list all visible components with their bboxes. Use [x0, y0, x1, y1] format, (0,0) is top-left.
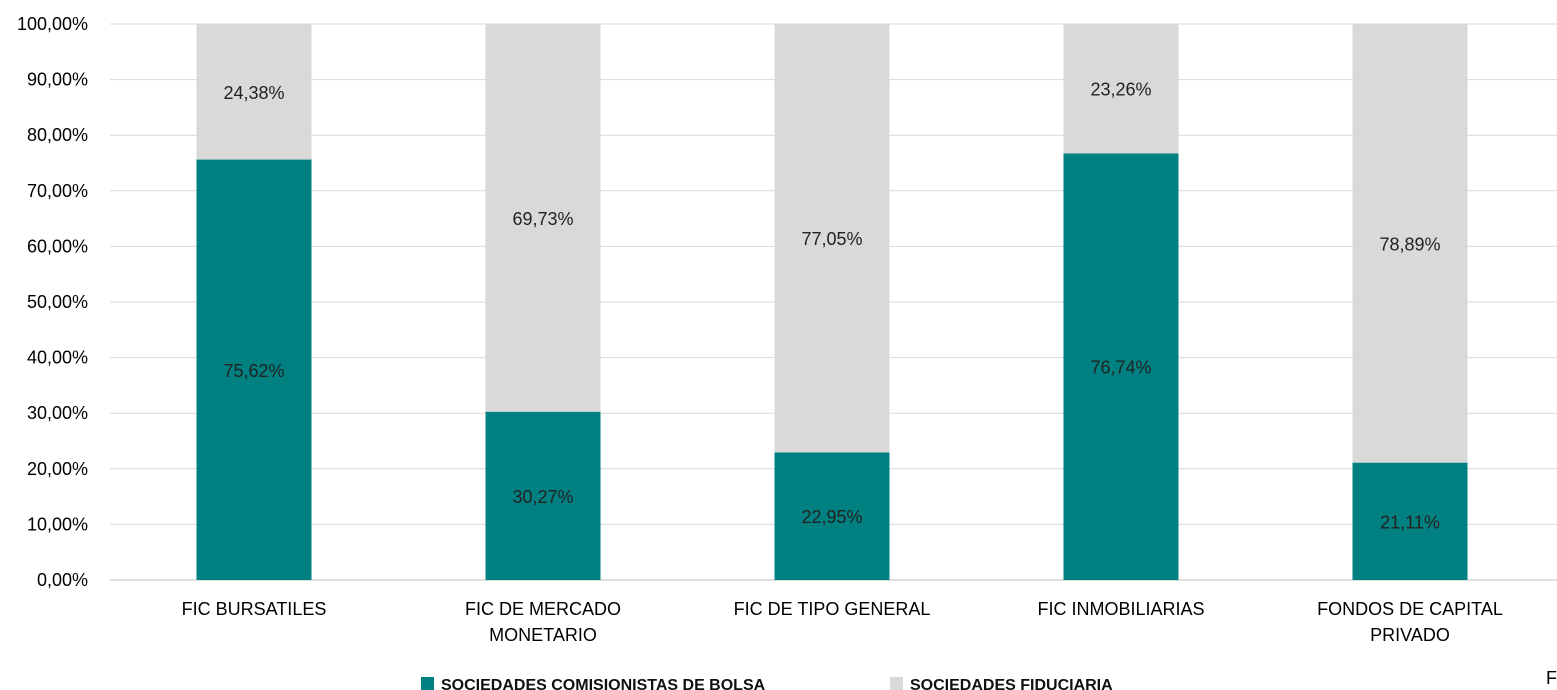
- legend-label: SOCIEDADES FIDUCIARIA: [910, 677, 1113, 690]
- y-tick-label: 50,00%: [27, 292, 88, 312]
- bar-segment: [1352, 24, 1468, 463]
- data-label: 69,73%: [512, 209, 573, 229]
- x-tick-label: PRIVADO: [1370, 625, 1450, 645]
- x-tick-label: FONDOS DE CAPITAL: [1317, 599, 1503, 619]
- bar-segment: [1063, 24, 1179, 154]
- legend-swatch: [421, 677, 434, 690]
- data-label: 77,05%: [801, 229, 862, 249]
- legend: SOCIEDADES COMISIONISTAS DE BOLSA SOCIEDA…: [421, 677, 1113, 690]
- bar-segment: [485, 24, 601, 412]
- data-label: 23,26%: [1090, 80, 1151, 100]
- y-tick-label: 60,00%: [27, 236, 88, 256]
- y-tick-label: 0,00%: [37, 570, 88, 590]
- data-label: 24,38%: [223, 83, 284, 103]
- legend-swatch: [890, 677, 903, 690]
- data-label: 78,89%: [1379, 234, 1440, 254]
- bar-segment: [485, 411, 601, 580]
- bars: [196, 24, 1468, 580]
- corner-text: F: [1546, 668, 1557, 688]
- x-tick-label: MONETARIO: [489, 625, 597, 645]
- y-tick-label: 40,00%: [27, 348, 88, 368]
- bar-segment: [774, 24, 890, 453]
- bar-segment: [1063, 153, 1179, 580]
- bar-segment: [196, 159, 312, 580]
- bar-segment: [196, 24, 312, 160]
- data-label: 21,11%: [1380, 512, 1440, 532]
- x-tick-label: FIC BURSATILES: [182, 599, 327, 619]
- data-label: 22,95%: [801, 507, 862, 527]
- bar-segment: [1352, 462, 1468, 580]
- y-axis: 0,00% 10,00% 20,00% 30,00% 40,00% 50,00% 60,00…: [17, 14, 88, 590]
- y-tick-label: 30,00%: [27, 403, 88, 423]
- x-axis: FIC BURSATILES FIC DE MERCADO MONETARIO FIC…: [182, 599, 1503, 645]
- y-tick-label: 90,00%: [27, 70, 88, 90]
- data-label: 30,27%: [512, 487, 573, 507]
- x-tick-label: FIC DE TIPO GENERAL: [734, 599, 931, 619]
- y-tick-label: 20,00%: [27, 459, 88, 479]
- y-tick-label: 10,00%: [27, 514, 88, 534]
- y-tick-label: 100,00%: [17, 14, 88, 34]
- legend-label: SOCIEDADES COMISIONISTAS DE BOLSA: [441, 677, 766, 690]
- x-tick-label: FIC DE MERCADO: [465, 599, 621, 619]
- data-label: 75,62%: [223, 361, 284, 381]
- data-label: 76,74%: [1090, 358, 1151, 378]
- y-tick-label: 70,00%: [27, 181, 88, 201]
- bar-segment: [774, 452, 890, 580]
- x-tick-label: FIC INMOBILIARIAS: [1037, 599, 1204, 619]
- y-tick-label: 80,00%: [27, 125, 88, 145]
- data-labels: 75,62% 24,38% 30,27% 69,73% 22,95% 77,05% 76,7…: [223, 80, 1440, 533]
